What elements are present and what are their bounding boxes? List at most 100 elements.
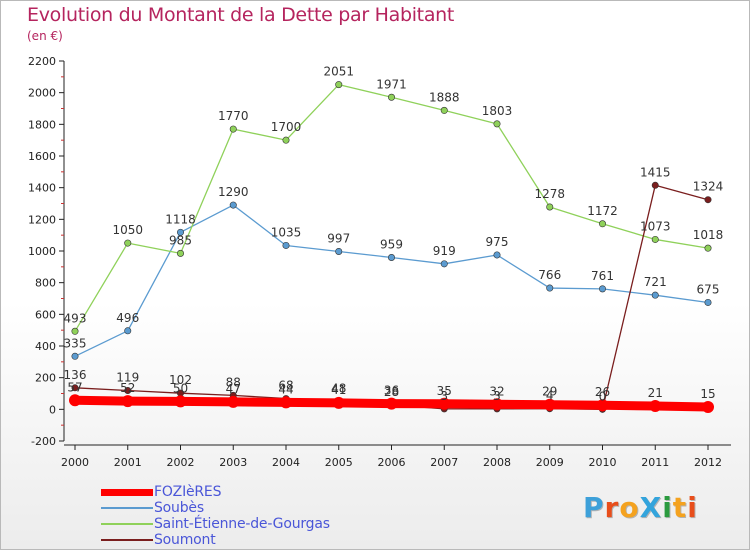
data-point bbox=[229, 125, 237, 133]
legend-label: Soumont bbox=[154, 532, 216, 548]
data-point bbox=[229, 201, 237, 209]
logo-letter: t bbox=[672, 491, 688, 524]
data-point bbox=[387, 253, 395, 261]
x-tick-label: 2007 bbox=[430, 456, 458, 469]
y-tick-label: 2000 bbox=[28, 87, 56, 100]
chart-subtitle: (en €) bbox=[27, 29, 63, 43]
chart-title: Evolution du Montant de la Dette par Hab… bbox=[27, 4, 455, 26]
data-label: 36 bbox=[384, 384, 399, 398]
data-label: 28 bbox=[384, 385, 399, 399]
data-point bbox=[174, 395, 187, 408]
data-point bbox=[280, 396, 292, 409]
y-tick-label: 1800 bbox=[28, 118, 56, 131]
data-label: 3 bbox=[440, 389, 448, 403]
data-label: 1324 bbox=[693, 180, 724, 194]
data-label: 102 bbox=[169, 373, 192, 387]
data-point bbox=[493, 120, 501, 128]
data-label: 26 bbox=[595, 385, 610, 399]
data-label: 35 bbox=[437, 384, 452, 398]
data-label: 57 bbox=[67, 380, 82, 394]
x-tick-label: 2012 bbox=[694, 456, 722, 469]
data-label: 1415 bbox=[640, 165, 671, 179]
logo-letter: P bbox=[583, 491, 605, 524]
data-point bbox=[69, 394, 81, 407]
data-point bbox=[546, 203, 554, 211]
data-label: 1278 bbox=[534, 187, 565, 201]
data-label: 88 bbox=[226, 375, 241, 389]
proxiti-logo: ProXiti bbox=[583, 491, 698, 524]
logo-letter: i bbox=[662, 491, 673, 524]
data-label: 2051 bbox=[323, 65, 354, 79]
logo-letter: r bbox=[604, 491, 620, 524]
data-point bbox=[440, 106, 448, 114]
data-label: 493 bbox=[64, 311, 87, 325]
data-label: 975 bbox=[486, 235, 509, 249]
x-tick-label: 2004 bbox=[272, 456, 300, 469]
data-point bbox=[121, 395, 134, 408]
data-label: 119 bbox=[116, 370, 139, 384]
data-point bbox=[124, 386, 132, 394]
data-label: 959 bbox=[380, 237, 403, 251]
data-label: 766 bbox=[538, 268, 561, 282]
data-point bbox=[543, 398, 556, 411]
legend-label: Soubès bbox=[154, 500, 204, 516]
data-point bbox=[335, 247, 343, 255]
data-label: 997 bbox=[327, 231, 350, 245]
data-label: 1035 bbox=[271, 225, 302, 239]
data-label: 47 bbox=[226, 382, 241, 396]
data-label: 68 bbox=[278, 379, 293, 393]
y-tick-label: 400 bbox=[35, 340, 56, 353]
legend-label: FOZIèRES bbox=[154, 484, 222, 500]
data-point bbox=[651, 291, 659, 299]
data-label: 919 bbox=[433, 244, 456, 258]
data-point bbox=[651, 181, 659, 189]
data-point bbox=[385, 397, 398, 410]
data-point bbox=[704, 196, 712, 204]
data-label: 1770 bbox=[218, 109, 249, 123]
data-point bbox=[702, 400, 714, 413]
x-tick-label: 2009 bbox=[536, 456, 564, 469]
data-label: 761 bbox=[591, 269, 614, 283]
legend-swatch bbox=[101, 507, 153, 509]
y-tick-label: 200 bbox=[35, 372, 56, 385]
data-point bbox=[438, 397, 451, 410]
data-label: 496 bbox=[116, 311, 139, 325]
logo-letter: X bbox=[639, 491, 663, 524]
data-label: 1888 bbox=[429, 90, 460, 104]
data-label: 50 bbox=[173, 381, 188, 395]
data-point bbox=[598, 220, 606, 228]
legend-swatch bbox=[101, 539, 153, 541]
data-label: 1700 bbox=[271, 120, 302, 134]
data-point bbox=[596, 399, 609, 412]
x-tick-label: 2003 bbox=[219, 456, 247, 469]
data-label: 985 bbox=[169, 233, 192, 247]
data-label: 0 bbox=[599, 389, 607, 403]
data-point bbox=[598, 285, 606, 293]
series-lines bbox=[69, 81, 714, 413]
data-point bbox=[177, 228, 185, 236]
data-label: 29 bbox=[542, 385, 557, 399]
data-point bbox=[704, 298, 712, 306]
data-label: 136 bbox=[64, 368, 87, 382]
logo-letter: o bbox=[619, 491, 640, 524]
x-tick-label: 2008 bbox=[483, 456, 511, 469]
data-label: 1050 bbox=[112, 223, 143, 237]
y-tick-label: 1000 bbox=[28, 245, 56, 258]
data-point bbox=[546, 284, 554, 292]
x-tick-label: 2011 bbox=[641, 456, 669, 469]
data-point bbox=[649, 400, 662, 413]
data-point bbox=[177, 249, 185, 257]
y-tick-label: 600 bbox=[35, 308, 56, 321]
y-tick-label: 1200 bbox=[28, 213, 56, 226]
data-point bbox=[124, 239, 132, 247]
legend-swatch bbox=[101, 489, 153, 496]
x-tick-label: 2005 bbox=[325, 456, 353, 469]
data-label: 1971 bbox=[376, 77, 407, 91]
data-point bbox=[335, 81, 343, 89]
data-point bbox=[387, 93, 395, 101]
x-tick-label: 2010 bbox=[589, 456, 617, 469]
data-label: 1118 bbox=[165, 212, 196, 226]
